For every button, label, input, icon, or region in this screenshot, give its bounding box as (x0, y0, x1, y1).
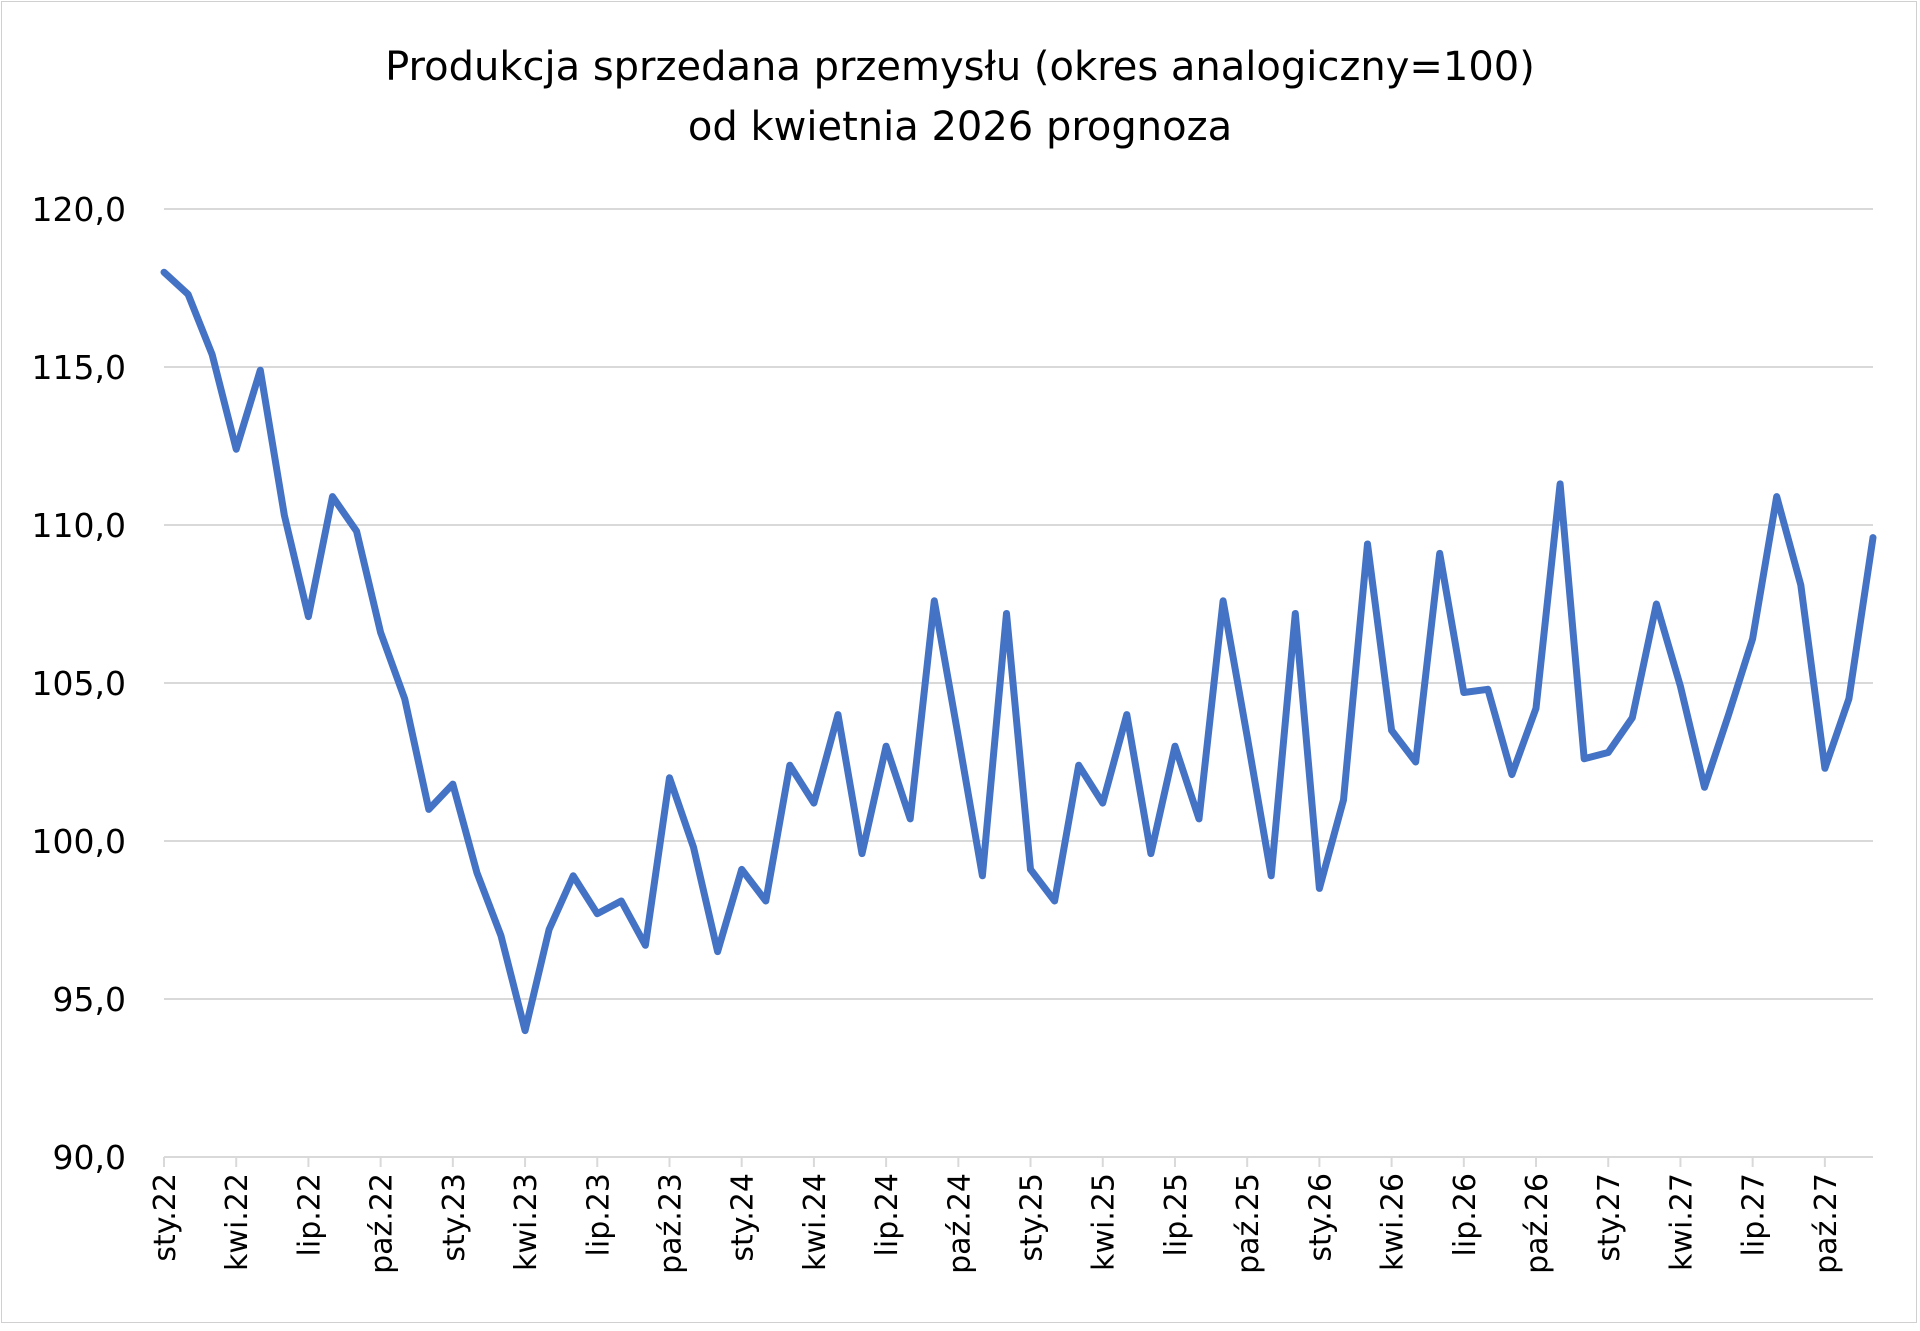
chart-border (1, 1, 1917, 1323)
line-chart: Produkcja sprzedana przemysłu (okres ana… (0, 0, 1920, 1326)
